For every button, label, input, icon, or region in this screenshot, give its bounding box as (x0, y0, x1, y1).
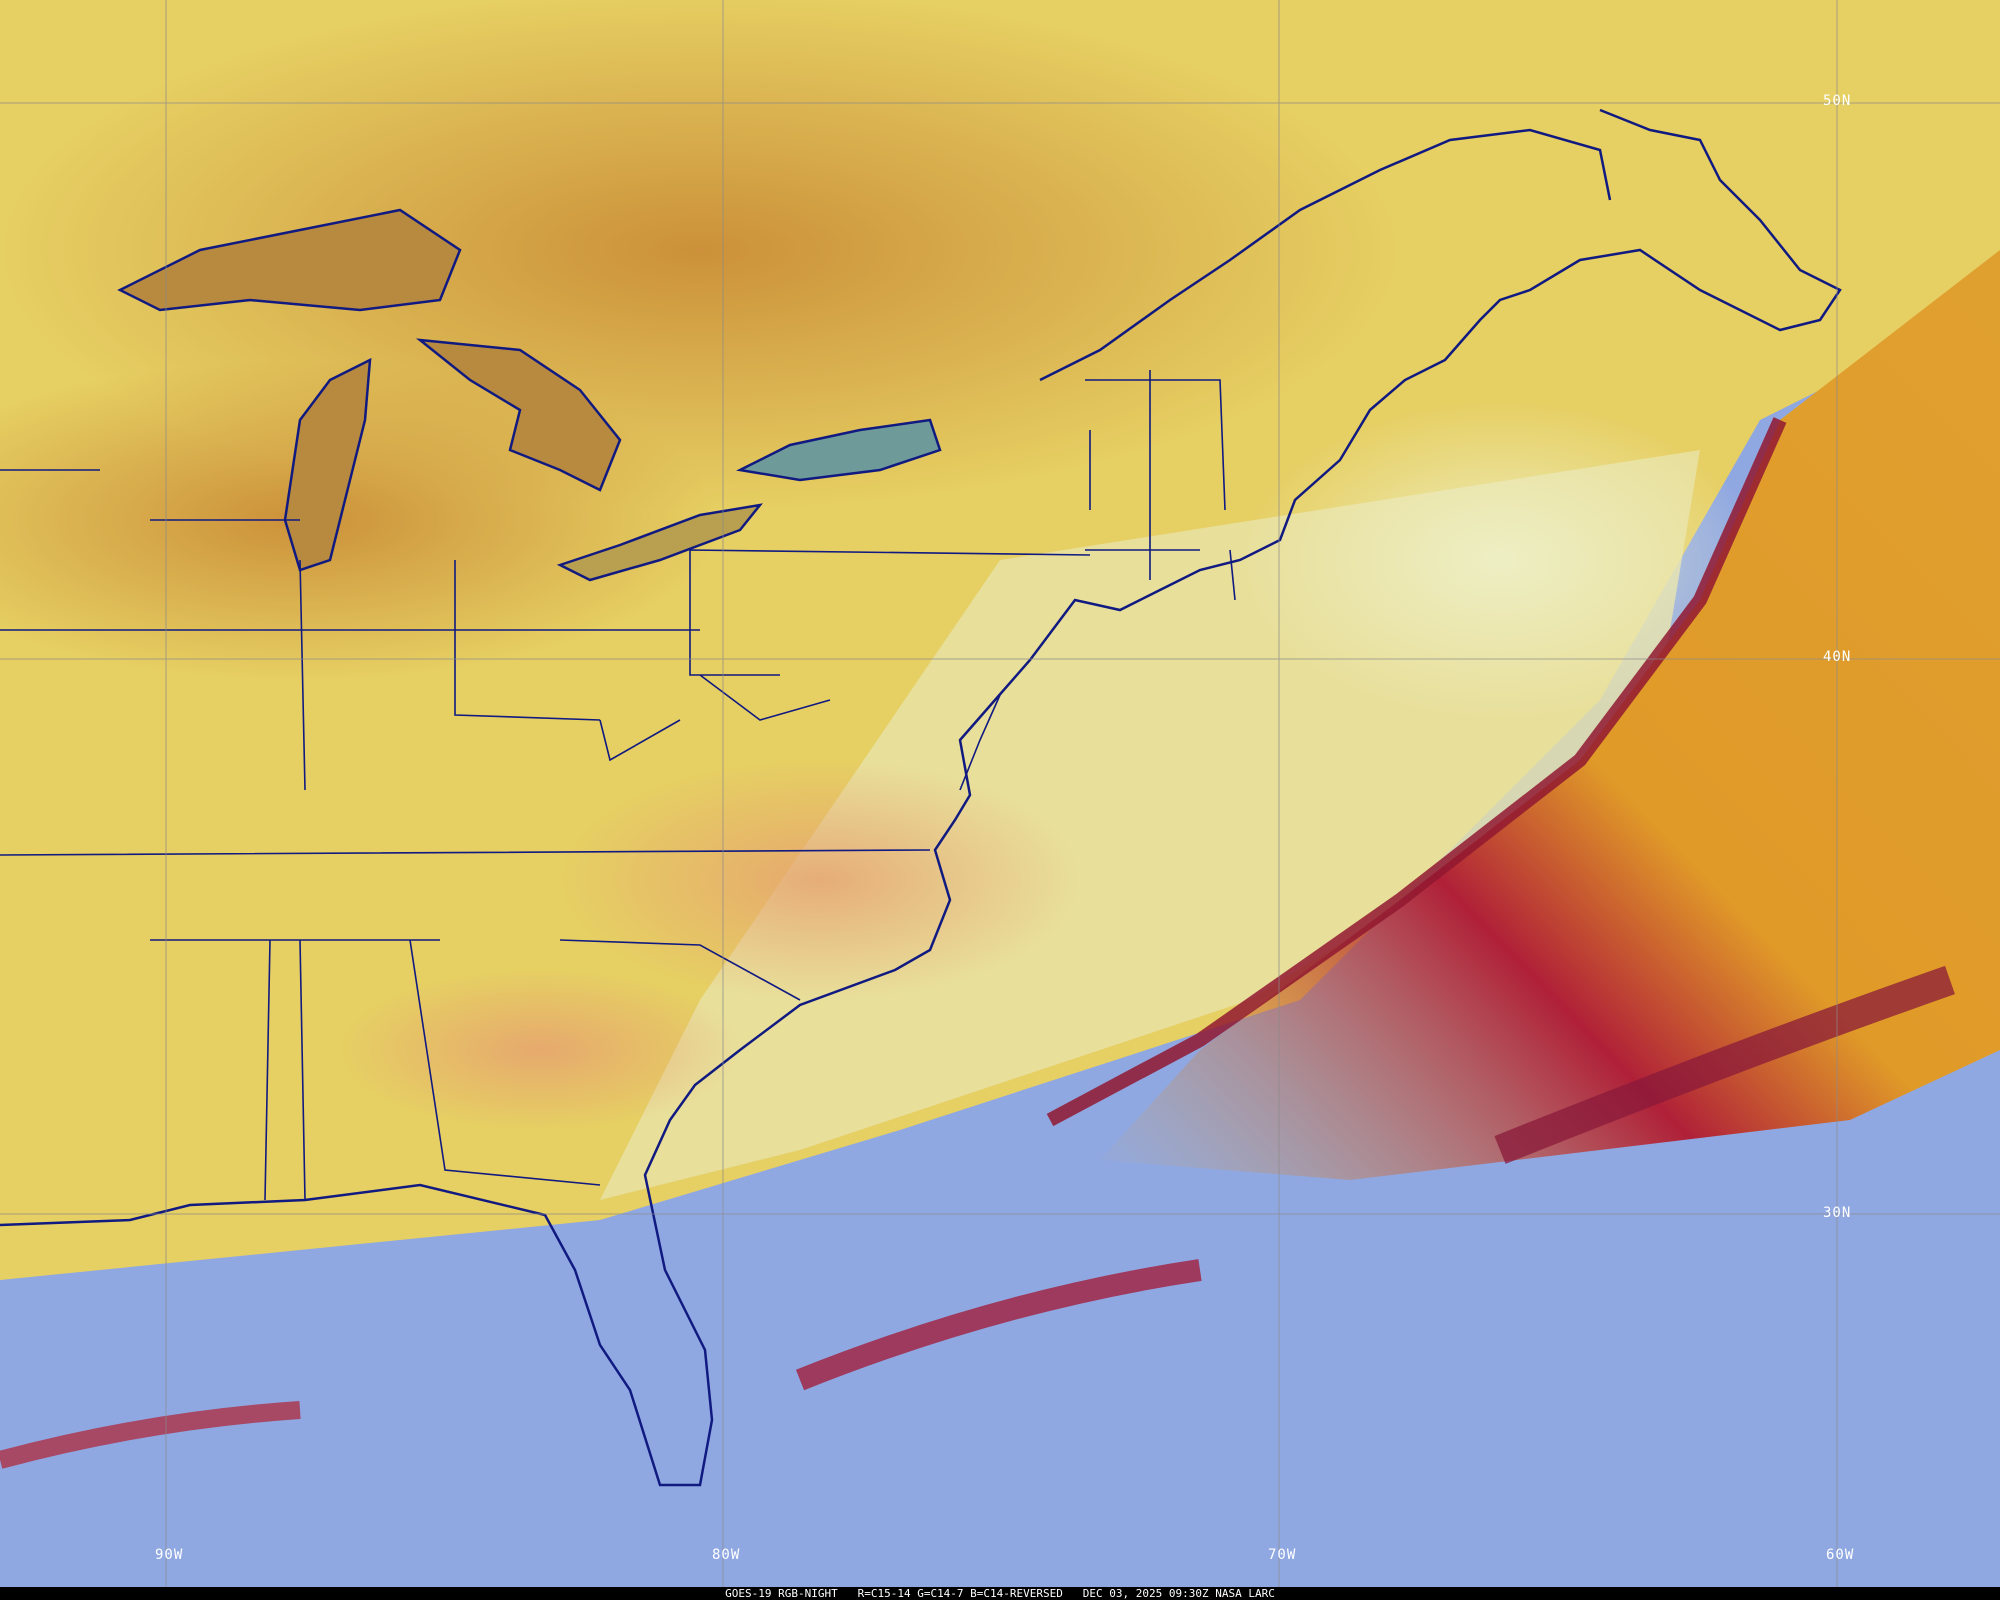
st-lawrence-shore (1039, 128, 1612, 382)
lake-huron (415, 338, 622, 492)
lon-label-70w: 70W (1268, 1547, 1297, 1563)
image-credit: NASA LARC (1215, 1587, 1275, 1600)
lon-label-80w: 80W (712, 1547, 741, 1563)
image-datetime: DEC 03, 2025 09:30Z (1082, 1587, 1209, 1600)
cold-front-cloud-band (1100, 250, 2000, 1180)
product-name: GOES-19 RGB-NIGHT (725, 1587, 838, 1600)
high-cloud-red-streak (0, 1401, 301, 1469)
lake-ontario (736, 418, 942, 482)
coastline (0, 108, 1842, 1487)
lat-label-30n: 30N (1823, 1205, 1852, 1221)
image-caption-bar: GOES-19 RGB-NIGHT R=C15-14 G=C14-7 B=C14… (0, 1587, 2000, 1600)
lon-label-60w: 60W (1826, 1547, 1855, 1563)
channel-recipe: R=C15-14 G=C14-7 B=C14-REVERSED (857, 1587, 1063, 1600)
pale-low-cloud (1240, 400, 1760, 720)
lat-label-40n: 40N (1823, 649, 1852, 665)
lake-erie (556, 503, 764, 582)
salmon-south (340, 970, 740, 1130)
lon-label-90w: 90W (155, 1547, 184, 1563)
lake-superior (117, 208, 462, 312)
front-red-edge (1046, 417, 1787, 1127)
high-cloud-red-streak (1494, 965, 1955, 1164)
state-borders (0, 370, 1236, 1201)
salmon-southeast (560, 760, 1080, 1000)
high-cloud-red-streak (795, 1259, 1202, 1391)
lat-label-50n: 50N (1823, 93, 1852, 109)
lake-michigan (283, 357, 372, 572)
